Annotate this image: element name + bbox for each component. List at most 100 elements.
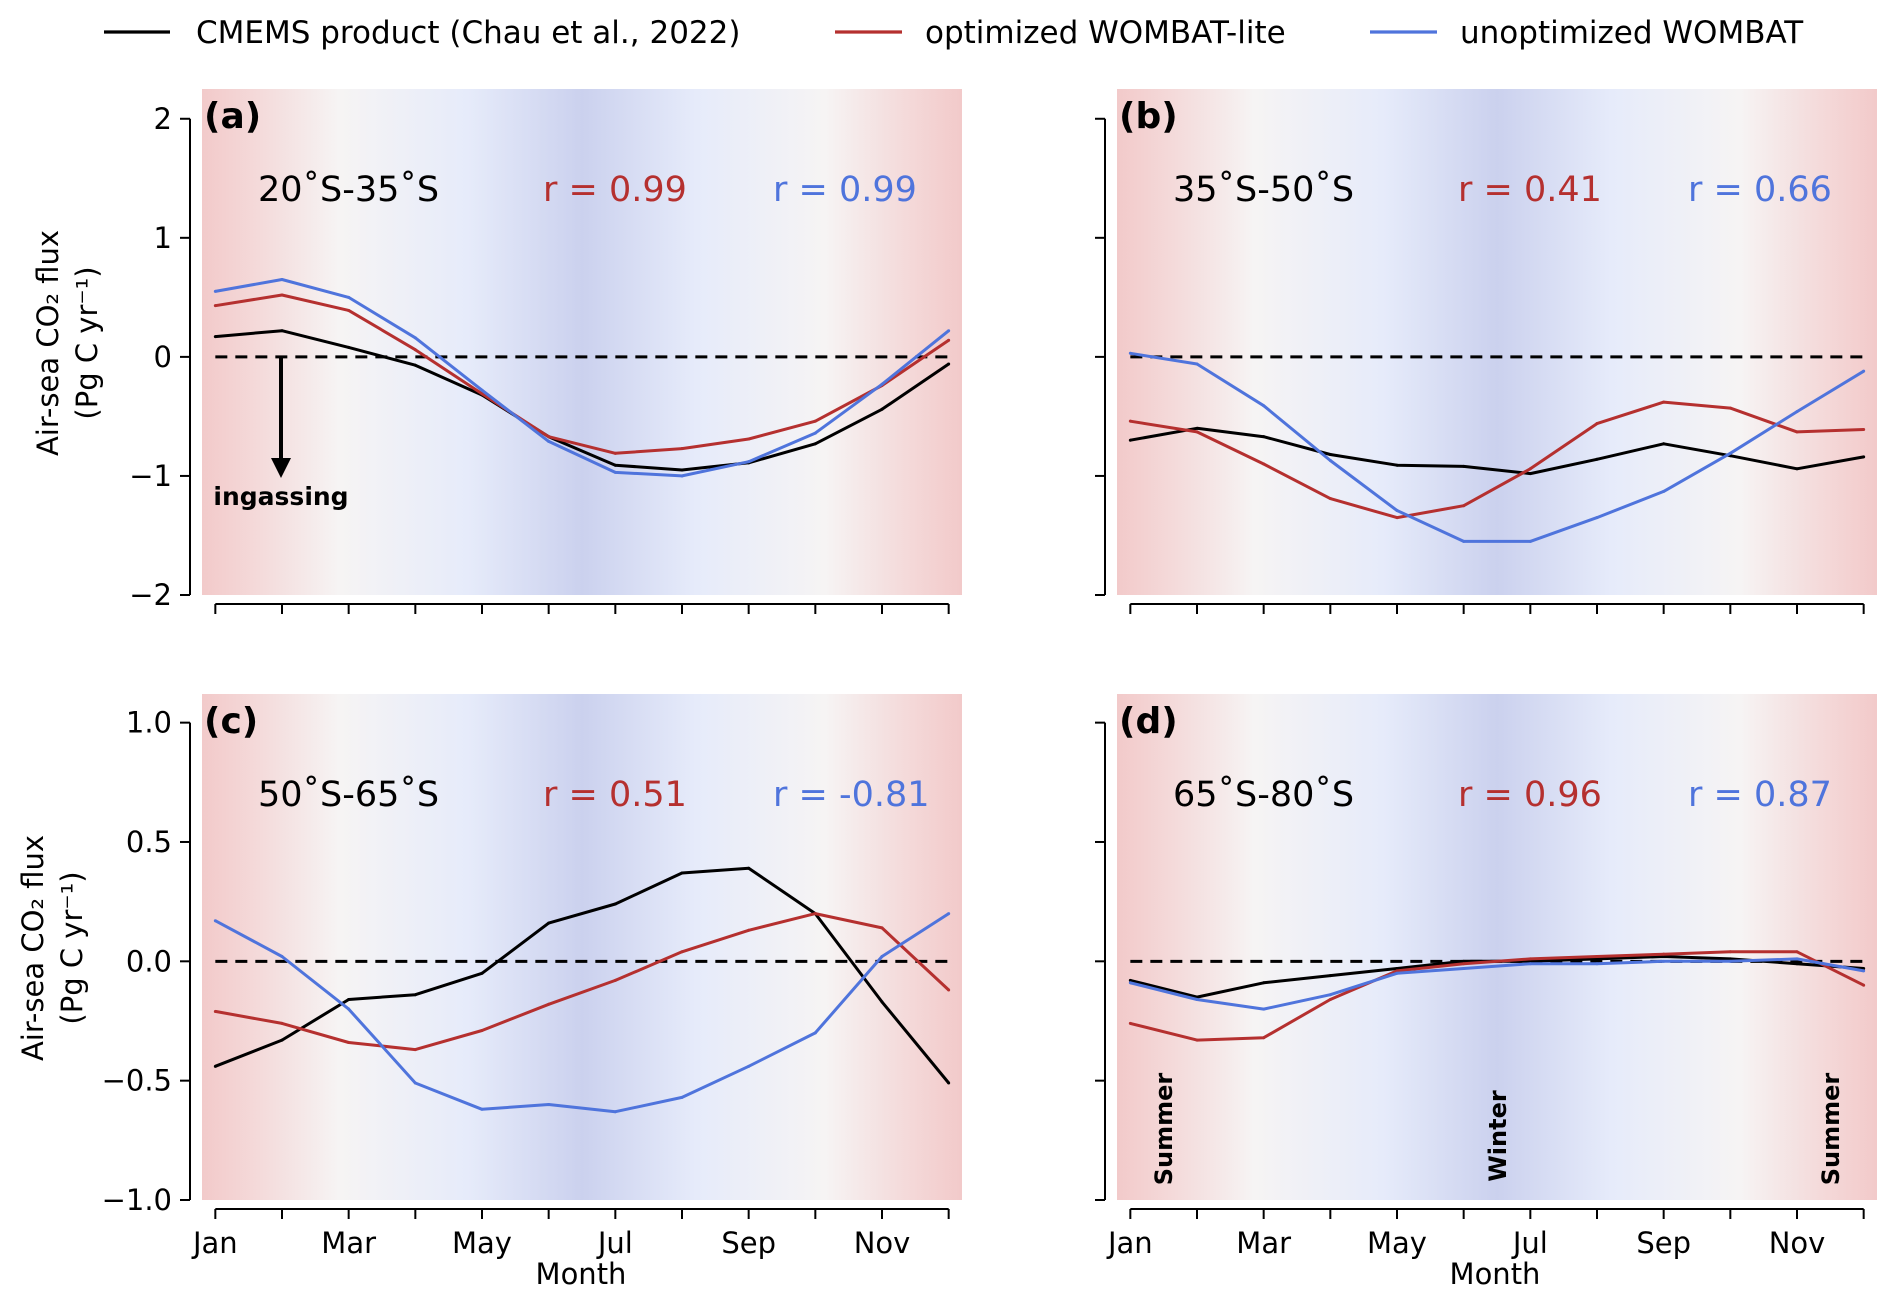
x-axis-label-right: Month — [1450, 1257, 1541, 1291]
point-lite-5 — [1395, 969, 1399, 973]
series-unopt-line — [214, 912, 950, 1114]
point-cmems-3 — [1262, 981, 1266, 985]
point-unopt-2 — [280, 277, 284, 281]
point-lite-2 — [280, 293, 284, 297]
point-unopt-7 — [613, 1110, 617, 1114]
point-cmems-4 — [1328, 974, 1332, 978]
point-cmems-3 — [347, 345, 351, 349]
point-lite-1 — [213, 1009, 217, 1013]
point-unopt-12 — [947, 329, 951, 333]
point-lite-3 — [1262, 1036, 1266, 1040]
x-tick-label: Nov — [854, 1226, 911, 1260]
point-cmems-2 — [1195, 426, 1199, 430]
point-lite-5 — [1395, 516, 1399, 520]
point-unopt-11 — [1795, 410, 1799, 414]
point-cmems-1 — [213, 1064, 217, 1068]
series-cmems-line — [215, 329, 950, 472]
point-cmems-4 — [413, 993, 417, 997]
r-value-lite: r = 0.41 — [1458, 170, 1602, 210]
point-cmems-8 — [1595, 457, 1599, 461]
point-unopt-4 — [1328, 993, 1332, 997]
point-cmems-8 — [680, 871, 684, 875]
point-unopt-3 — [1262, 404, 1266, 408]
panel-d: Jan Mar May Jul Sep Nov (d) 65˚S-80˚S r = 0.96 r … — [1095, 694, 1877, 1260]
point-unopt-4 — [413, 336, 417, 340]
season-winter: Winter — [1484, 1090, 1512, 1182]
point-cmems-10 — [813, 442, 817, 446]
y-tick-label: −0.5 — [102, 1064, 172, 1098]
season-label-summer-end: Summer — [1817, 1073, 1845, 1186]
point-cmems-11 — [1795, 962, 1799, 966]
point-unopt-6 — [1462, 966, 1466, 970]
point-unopt-8 — [1595, 516, 1599, 520]
season-label-summer-start: Summer — [1150, 1073, 1178, 1186]
point-unopt-4 — [413, 1081, 417, 1085]
point-unopt-8 — [680, 474, 684, 478]
x-tick-label: May — [1367, 1226, 1427, 1260]
series-unopt-line — [1129, 957, 1864, 1011]
ylabel-bottom: Air-sea CO₂ flux — [16, 835, 50, 1061]
point-lite-9 — [747, 437, 751, 441]
point-unopt-5 — [480, 388, 484, 392]
point-lite-5 — [480, 392, 484, 396]
ingassing-label: ingassing — [213, 482, 348, 511]
point-lite-1 — [213, 304, 217, 308]
point-lite-9 — [747, 928, 751, 932]
point-cmems-8 — [680, 468, 684, 472]
point-lite-10 — [813, 419, 817, 423]
point-lite-3 — [1262, 462, 1266, 466]
season-summer-end: Summer — [1817, 1073, 1845, 1186]
point-unopt-10 — [813, 431, 817, 435]
point-cmems-1 — [213, 335, 217, 339]
y-axis-units-top: (Pg C yr⁻¹) — [70, 266, 104, 419]
series-unopt-line — [1130, 351, 1865, 543]
point-unopt-3 — [347, 1007, 351, 1011]
point-unopt-2 — [280, 955, 284, 959]
ylabel-top: Air-sea CO₂ flux — [31, 230, 65, 456]
point-lite-2 — [1195, 430, 1199, 434]
region-label: 50˚S-65˚S — [258, 774, 439, 815]
y-tick-label: 1.0 — [126, 706, 172, 740]
r-value-unopt: r = 0.66 — [1688, 170, 1832, 210]
point-cmems-11 — [880, 407, 884, 411]
point-lite-8 — [680, 950, 684, 954]
point-lite-4 — [1328, 497, 1332, 501]
point-unopt-10 — [813, 1031, 817, 1035]
point-unopt-8 — [680, 1095, 684, 1099]
point-cmems-1 — [1128, 438, 1132, 442]
point-cmems-7 — [1528, 472, 1532, 476]
legend: CMEMS product (Chau et al., 2022) optimi… — [104, 15, 1804, 51]
y-axis-label-bottom: Air-sea CO₂ flux — [16, 835, 50, 1061]
point-cmems-7 — [613, 902, 617, 906]
season-background — [1117, 694, 1877, 1200]
x-tick-label: Jul — [596, 1226, 633, 1260]
point-lite-12 — [1862, 428, 1866, 432]
season-background — [202, 89, 962, 595]
series-cmems-line — [214, 866, 950, 1084]
point-lite-3 — [347, 308, 351, 312]
point-unopt-7 — [1528, 539, 1532, 543]
point-unopt-3 — [347, 295, 351, 299]
point-lite-2 — [1195, 1038, 1199, 1042]
x-tick-label: Sep — [1636, 1226, 1691, 1260]
point-cmems-9 — [1662, 442, 1666, 446]
point-lite-6 — [1462, 504, 1466, 508]
point-cmems-12 — [947, 1081, 951, 1085]
r-value-lite: r = 0.96 — [1458, 775, 1602, 815]
point-cmems-5 — [1395, 966, 1399, 970]
point-lite-4 — [1328, 998, 1332, 1002]
legend-label-unopt: unoptimized WOMBAT — [1460, 15, 1804, 51]
point-cmems-2 — [280, 329, 284, 333]
point-cmems-11 — [1795, 467, 1799, 471]
y-tick-label: 0.5 — [126, 825, 172, 859]
y-tick-label: −1 — [129, 459, 172, 493]
x-tick-label: Mar — [321, 1226, 376, 1260]
point-unopt-12 — [947, 912, 951, 916]
point-unopt-7 — [1528, 962, 1532, 966]
point-lite-9 — [1662, 400, 1666, 404]
point-unopt-1 — [213, 289, 217, 293]
series-cmems-line — [1130, 426, 1864, 476]
point-unopt-6 — [1462, 539, 1466, 543]
point-unopt-3 — [1262, 1007, 1266, 1011]
